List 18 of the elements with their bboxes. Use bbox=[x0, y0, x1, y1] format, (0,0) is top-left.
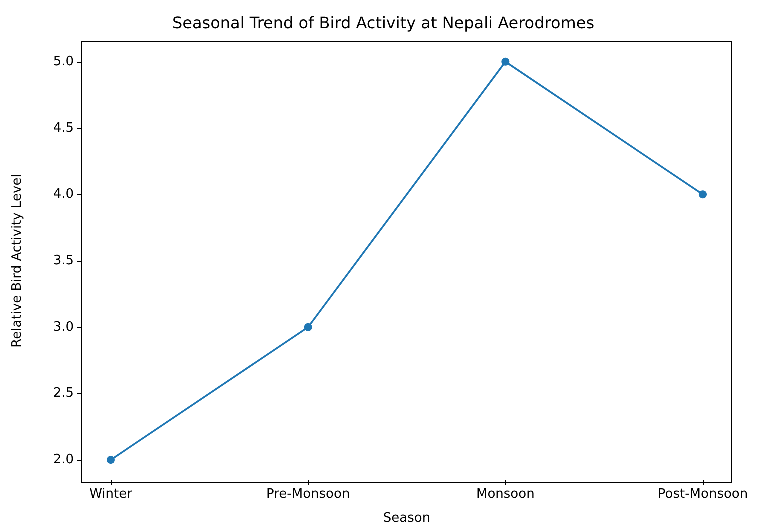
y-tick-label: 2.0 bbox=[53, 452, 74, 468]
chart-title: Seasonal Trend of Bird Activity at Nepali Aerodromes bbox=[172, 14, 595, 32]
y-tick-label: 5.0 bbox=[53, 54, 74, 70]
x-tick-label: Winter bbox=[90, 487, 134, 502]
x-axis-title: Season bbox=[383, 511, 431, 526]
point bbox=[107, 456, 115, 464]
x-tick-label: Post-Monsoon bbox=[658, 487, 748, 502]
point bbox=[304, 323, 312, 332]
y-tick-label: 3.5 bbox=[53, 254, 74, 268]
y-axis-title: Relative Bird Activity Level bbox=[10, 174, 25, 348]
x-tick-label: Monsoon bbox=[476, 487, 535, 502]
y-tick-label: 2.5 bbox=[53, 386, 74, 402]
point bbox=[699, 190, 707, 199]
y-tick-label: 3.0 bbox=[53, 320, 74, 335]
y-tick-label: 4.5 bbox=[53, 120, 74, 136]
point bbox=[502, 58, 510, 66]
x-tick-label: Pre-Monsoon bbox=[266, 487, 350, 502]
y-tick-label: 4.0 bbox=[53, 187, 74, 202]
